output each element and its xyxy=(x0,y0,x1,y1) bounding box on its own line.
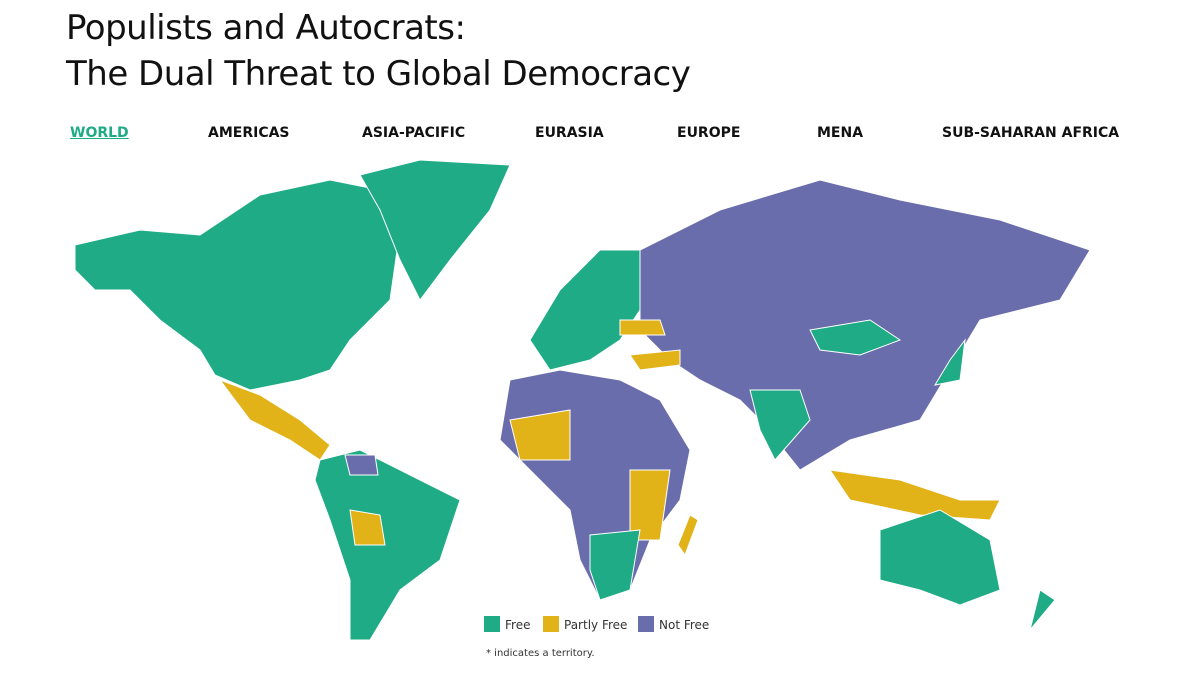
mongolia[interactable] xyxy=(809,319,902,356)
north-america[interactable] xyxy=(74,179,401,391)
australia[interactable] xyxy=(879,509,1001,606)
west-africa[interactable] xyxy=(509,409,571,461)
title-line: The Dual Threat to Global Democracy xyxy=(66,54,691,94)
nav-item[interactable]: SUB-SAHARAN AFRICA xyxy=(942,125,1120,141)
legend-swatch xyxy=(638,616,654,632)
greenland[interactable] xyxy=(359,159,511,301)
title-line: Populists and Autocrats: xyxy=(66,8,466,48)
nav-item[interactable]: EUROPE xyxy=(677,125,741,141)
indonesia[interactable] xyxy=(828,469,1001,521)
south-america[interactable] xyxy=(314,449,461,641)
new-zealand[interactable] xyxy=(1029,589,1056,631)
legend-label: Partly Free xyxy=(564,618,627,632)
legend-label: Not Free xyxy=(659,618,709,632)
bolivia[interactable] xyxy=(349,509,386,546)
venezuela[interactable] xyxy=(344,454,379,476)
turkey[interactable] xyxy=(629,349,681,371)
nav-item[interactable]: MENA xyxy=(817,125,864,141)
europe[interactable] xyxy=(529,249,641,371)
legend: Free Partly Free Not Free xyxy=(484,616,709,632)
region-nav: WORLD AMERICAS ASIA-PACIFIC EURASIA EUROPE ME… xyxy=(0,125,1200,145)
madagascar[interactable] xyxy=(677,514,699,557)
legend-label: Free xyxy=(505,618,530,632)
nav-item[interactable]: ASIA-PACIFIC xyxy=(362,125,466,141)
india[interactable] xyxy=(749,389,811,461)
nav-item[interactable]: WORLD xyxy=(70,125,129,141)
legend-swatch xyxy=(484,616,500,632)
japan[interactable] xyxy=(933,338,966,386)
legend-swatch xyxy=(543,616,559,632)
nav-item[interactable]: AMERICAS xyxy=(208,125,290,141)
ukraine[interactable] xyxy=(619,319,666,336)
mexico-central-america[interactable] xyxy=(218,378,331,461)
nav-item[interactable]: EURASIA xyxy=(535,125,604,141)
east-africa[interactable] xyxy=(629,469,671,541)
southern-africa[interactable] xyxy=(589,529,641,601)
footnote: * indicates a territory. xyxy=(486,648,595,659)
